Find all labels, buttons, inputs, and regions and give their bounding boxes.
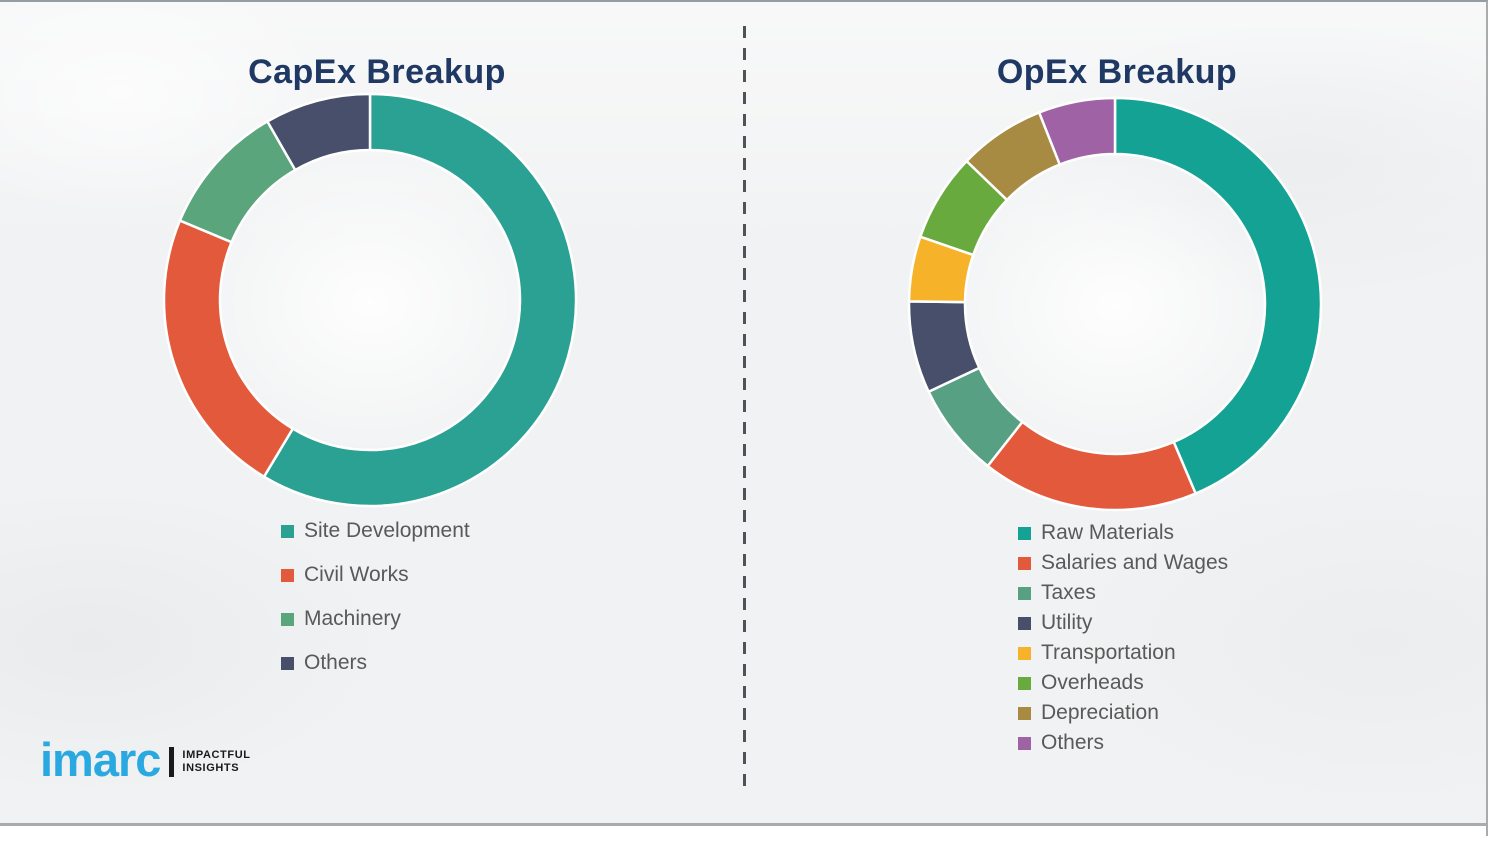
- legend-swatch-others: [1018, 736, 1031, 750]
- imarc-logo-tagline: IMPACTFUL INSIGHTS: [182, 749, 250, 775]
- legend-label: Civil Works: [304, 563, 409, 586]
- imarc-logo: imarc IMPACTFUL INSIGHTS: [40, 733, 251, 786]
- legend-label: Raw Materials: [1041, 521, 1175, 544]
- legend-swatch-machinery: [281, 612, 294, 626]
- legend-item-utility: Utility: [1018, 611, 1228, 634]
- legend-item-salaries-and-wages: Salaries and Wages: [1018, 551, 1229, 574]
- legend-swatch-overheads: [1018, 676, 1031, 690]
- legend-swatch-civil-works: [281, 568, 294, 582]
- bottom-border-strip: [0, 823, 1486, 841]
- legend-item-machinery: Machinery: [281, 607, 470, 630]
- legend-item-transportation: Transportation: [1018, 641, 1228, 664]
- donut-segment-salaries-and-wages: [985, 420, 1198, 512]
- legend-label: Taxes: [1041, 581, 1096, 604]
- legend-item-others: Others: [281, 651, 470, 674]
- legend-label: Machinery: [304, 607, 401, 630]
- donut-segment-civil-works: [162, 218, 295, 479]
- opex-legend: Raw Materials Salaries and Wages Taxes Util…: [1018, 521, 1229, 762]
- center-dashed-divider: [743, 26, 746, 792]
- legend-swatch-transportation: [1018, 646, 1031, 660]
- legend-label: Others: [1041, 731, 1105, 754]
- legend-swatch-depreciation: [1018, 706, 1031, 720]
- imarc-logo-divider-bar: [169, 746, 175, 777]
- legend-swatch-site-development: [281, 524, 294, 538]
- imarc-tagline-line1: IMPACTFUL: [182, 748, 251, 761]
- legend-label: Utility: [1041, 611, 1093, 634]
- capex-chart-title: CapEx Breakup: [248, 52, 506, 91]
- legend-item-others: Others: [1018, 731, 1228, 754]
- donut-segment-others: [265, 92, 372, 172]
- legend-label: Salaries and Wages: [1041, 551, 1229, 574]
- legend-swatch-taxes: [1018, 586, 1031, 600]
- legend-item-raw-materials: Raw Materials: [1018, 521, 1228, 544]
- legend-item-civil-works: Civil Works: [281, 563, 470, 586]
- donut-segment-site-development: [262, 92, 578, 508]
- donut-segment-raw-materials: [1113, 96, 1323, 496]
- legend-label: Site Development: [304, 519, 470, 542]
- donut-segment-others: [1037, 96, 1117, 167]
- legend-swatch-utility: [1018, 616, 1031, 630]
- imarc-logo-wordmark: imarc: [40, 733, 161, 786]
- legend-label: Transportation: [1041, 641, 1176, 664]
- imarc-tagline-line2: INSIGHTS: [182, 761, 240, 774]
- capex-legend: Site Development Civil Works Machinery Othe…: [281, 519, 470, 696]
- legend-label: Overheads: [1041, 671, 1144, 694]
- legend-item-taxes: Taxes: [1018, 581, 1228, 604]
- legend-label: Others: [304, 651, 368, 674]
- capex-donut-chart: [162, 92, 578, 508]
- legend-swatch-salaries-and-wages: [1018, 556, 1031, 570]
- opex-chart-title: OpEx Breakup: [996, 52, 1238, 91]
- legend-item-overheads: Overheads: [1018, 671, 1228, 694]
- legend-item-depreciation: Depreciation: [1018, 701, 1228, 724]
- legend-label: Depreciation: [1041, 701, 1159, 724]
- opex-donut-chart: [907, 96, 1323, 512]
- legend-swatch-raw-materials: [1018, 526, 1031, 540]
- legend-swatch-others: [281, 656, 294, 670]
- legend-item-site-development: Site Development: [281, 519, 470, 542]
